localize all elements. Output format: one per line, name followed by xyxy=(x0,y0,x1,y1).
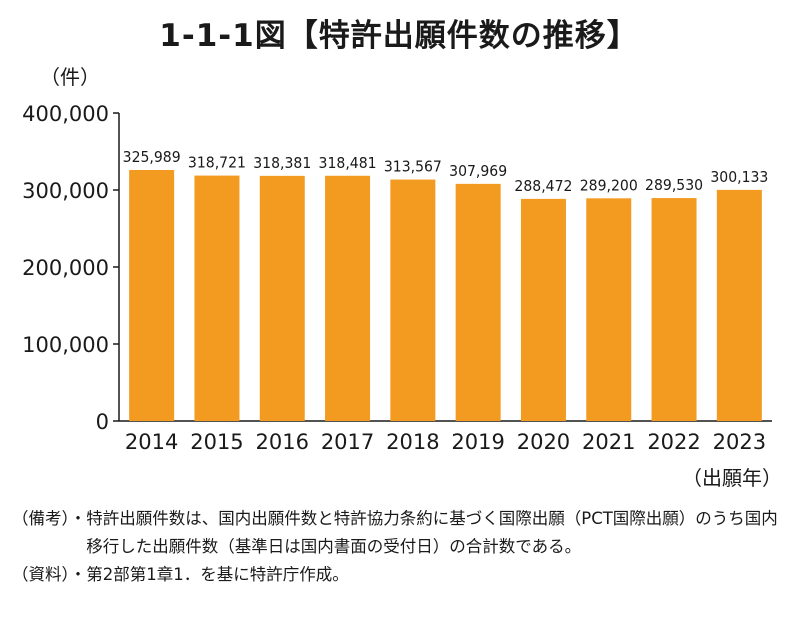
note-remarks: （備考）・ 特許出願件数は、国内出願件数と特許協力条約に基づく国際出願（PCT国… xyxy=(12,505,792,561)
y-tick-label: 400,000 xyxy=(22,102,109,126)
x-tick-label: 2020 xyxy=(517,430,570,454)
note-source: （資料）・ 第2部第1章1．を基に特許庁作成。 xyxy=(12,561,792,589)
x-tick-label: 2017 xyxy=(321,430,374,454)
x-tick-label: 2016 xyxy=(256,430,309,454)
x-tick-label: 2019 xyxy=(451,430,504,454)
x-tick-label: 2022 xyxy=(647,430,700,454)
bar-value-label: 325,989 xyxy=(123,148,181,166)
x-axis-unit-label: （出願年） xyxy=(682,466,782,490)
bar-2019 xyxy=(455,183,501,421)
bar-value-label: 313,567 xyxy=(384,158,442,176)
notes: （備考）・ 特許出願件数は、国内出願件数と特許協力条約に基づく国際出願（PCT国… xyxy=(12,505,792,589)
note-source-text: 第2部第1章1．を基に特許庁作成。 xyxy=(86,565,349,584)
bar-2023 xyxy=(716,189,762,421)
bar-value-label: 289,530 xyxy=(645,176,703,194)
bar-value-label: 318,721 xyxy=(188,154,246,172)
bar-value-label: 289,200 xyxy=(580,176,638,194)
bar-chart: （件） 0 100,000 200,000 300,000 400,000 325,98… xyxy=(22,65,782,490)
bar-2020 xyxy=(520,198,566,421)
x-tick-label: 2015 xyxy=(190,430,243,454)
y-axis-unit-label: （件） xyxy=(40,65,100,89)
bar-value-label: 307,969 xyxy=(449,162,507,180)
note-remarks-label: （備考）・ xyxy=(12,509,87,528)
bar-2016 xyxy=(259,175,305,421)
x-tick-label: 2021 xyxy=(582,430,635,454)
bar-value-label: 318,481 xyxy=(319,154,377,172)
y-tick-label: 300,000 xyxy=(22,179,109,203)
bar-2018 xyxy=(390,179,436,421)
bar-value-label: 288,472 xyxy=(514,177,572,195)
bar-2021 xyxy=(586,198,632,421)
bar-value-label: 318,381 xyxy=(253,154,311,172)
bar-2015 xyxy=(194,175,240,421)
x-tick-label: 2014 xyxy=(125,430,178,454)
note-source-label: （資料）・ xyxy=(12,565,87,584)
chart-title: 1-1-1図【特許出願件数の推移】 xyxy=(159,18,639,54)
bar-value-label: 300,133 xyxy=(710,168,768,186)
y-tick-label: 100,000 xyxy=(22,333,109,357)
bar-2014 xyxy=(129,169,175,421)
y-tick-label: 200,000 xyxy=(22,256,109,280)
note-remarks-text: 特許出願件数は、国内出願件数と特許協力条約に基づく国際出願（PCT国際出願）のう… xyxy=(86,509,778,556)
bar-2017 xyxy=(325,175,371,421)
x-tick-label: 2023 xyxy=(713,430,766,454)
y-tick-label: 0 xyxy=(96,410,109,434)
bar-2022 xyxy=(651,198,697,421)
x-tick-label: 2018 xyxy=(386,430,439,454)
